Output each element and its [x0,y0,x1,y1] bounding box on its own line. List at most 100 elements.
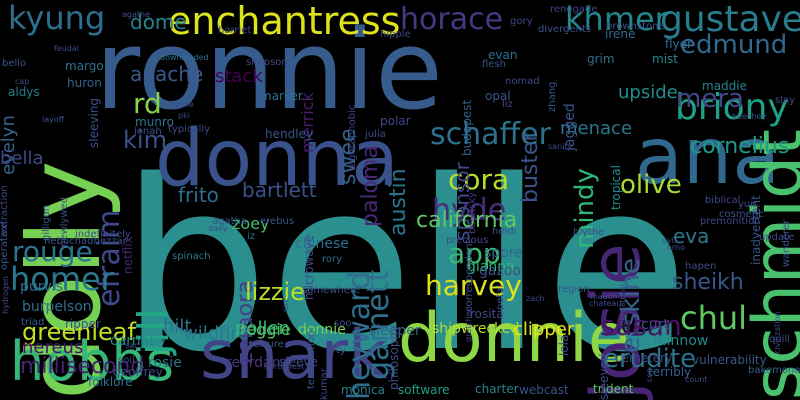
word-cloud-word: wanderer [781,219,792,267]
word-cloud-word: arno [667,243,686,252]
word-cloud-word: beletsky [467,192,478,234]
word-cloud-word: horace [400,2,504,37]
word-cloud-word: susan [600,309,682,342]
word-cloud-word: lizzie [245,278,305,306]
word-cloud-word: zoey [232,214,270,233]
word-cloud-word: davy [208,224,228,233]
word-cloud-word: ana [635,112,781,202]
word-cloud-word: carnaby [110,333,167,349]
word-cloud-word: ripper [65,317,101,331]
word-cloud-word: mera [676,84,744,114]
word-cloud-word: hipple [380,29,411,40]
word-cloud-word: newlywed [59,196,70,247]
word-cloud-word: philosophy [387,324,401,390]
word-cloud-word: donnie [298,322,346,338]
word-cloud-word: donnie [398,299,630,378]
word-cloud-word: gilligan [41,204,52,241]
word-cloud-word: grim [587,52,615,66]
word-cloud-word: seizure [248,339,284,350]
word-cloud-word: divergents [538,24,592,35]
word-cloud-word: clipper [513,319,575,340]
word-cloud-word: reordan [226,355,281,371]
word-cloud-word: maddie [702,79,747,93]
word-cloud-word: bartlett [242,178,317,202]
word-cloud-word: typically [168,124,211,135]
word-cloud-word: biblical [705,195,741,206]
word-cloud-word: curt [641,317,669,333]
word-cloud-word: supernatural [618,284,627,335]
word-cloud-word: sleeved [597,353,611,400]
word-cloud-word: update [759,232,795,243]
word-cloud-word: austin [386,168,411,236]
word-cloud-word: irene [605,27,636,41]
word-cloud-word: margo [65,59,104,73]
word-cloud-word: sleeve [279,355,318,369]
word-cloud-word: erebus [260,216,295,227]
word-cloud-word: yun [738,199,757,210]
word-cloud-word: buster [518,132,543,203]
word-cloud-word: civilization [773,311,782,354]
word-cloud-word: soo [334,318,352,329]
word-cloud-word: app [448,237,501,270]
word-cloud-word: homer [10,260,114,298]
word-cloud-word: hobbs [10,330,174,393]
word-cloud-word: sac [125,341,139,350]
word-cloud-word: tropical [609,165,623,210]
word-cloud-word: zach [526,294,545,303]
word-cloud-word: iz [247,231,256,242]
word-cloud-word: rouge [12,235,93,268]
word-cloud-word: premonition [700,216,761,227]
word-cloud-word: apache [130,62,204,86]
word-cloud-word: northwest [264,362,305,371]
word-cloud-word: marker [260,89,303,103]
word-cloud-word: rosita [470,307,504,321]
word-cloud-word: khmer [565,0,668,38]
word-cloud-word: ty [336,345,346,356]
word-cloud-word: gazoo [479,263,521,279]
word-cloud-word: webcast [519,383,569,397]
word-cloud-word: cosmetic [719,209,764,220]
word-cloud-word: slay [775,95,796,106]
word-cloud-word: nereus [22,337,84,358]
word-cloud-word: pollen [235,318,290,339]
word-cloud-word: millisecond [20,354,145,379]
word-cloud-word: dome [130,10,187,34]
word-cloud-word: termination [306,330,317,389]
word-cloud-word: nicole [170,100,194,109]
word-cloud-word: menace [560,118,633,139]
word-cloud-word: gustave [660,0,800,40]
word-cloud-word: kim [123,126,167,154]
word-cloud-word: jonah [134,126,162,137]
word-cloud-word: upside [618,82,678,103]
word-cloud-word: feudal [54,44,80,53]
word-cloud-word: charter [475,382,519,396]
word-cloud-word: evan [488,48,518,62]
word-cloud-word: vulnerability [692,353,767,367]
word-cloud-word: somewhere [302,285,360,296]
word-cloud-word: hapen [685,261,717,272]
word-cloud-word: california [416,208,518,233]
word-cloud-word: chul [680,299,748,337]
word-cloud-word: belle [120,131,689,400]
word-cloud-word: nomad [505,76,540,87]
word-cloud-word: simpson [246,57,288,68]
word-cloud-word: triad [21,317,45,328]
word-cloud-word: munro [135,115,174,129]
word-cloud-word: erudite [603,344,697,374]
word-cloud-word: gory [510,16,533,27]
word-cloud-word: agatha [212,216,247,227]
word-cloud-word: nebuchadnezzar [44,236,127,247]
word-cloud-word: circ [281,297,290,312]
word-cloud-word: reggie [240,320,291,339]
word-cloud-word: petal [495,284,506,310]
word-cloud-word: region [558,284,590,295]
word-cloud-word: folklore [88,375,133,389]
word-cloud-word: paloma [358,145,383,227]
word-cloud-word: stack [215,66,263,87]
word-cloud-word: briony [675,87,789,128]
word-cloud-word: soil [118,355,135,366]
word-cloud-word: edmund [680,30,788,60]
word-cloud-word: correspondent [464,239,475,312]
word-cloud-word: bella [0,148,44,169]
